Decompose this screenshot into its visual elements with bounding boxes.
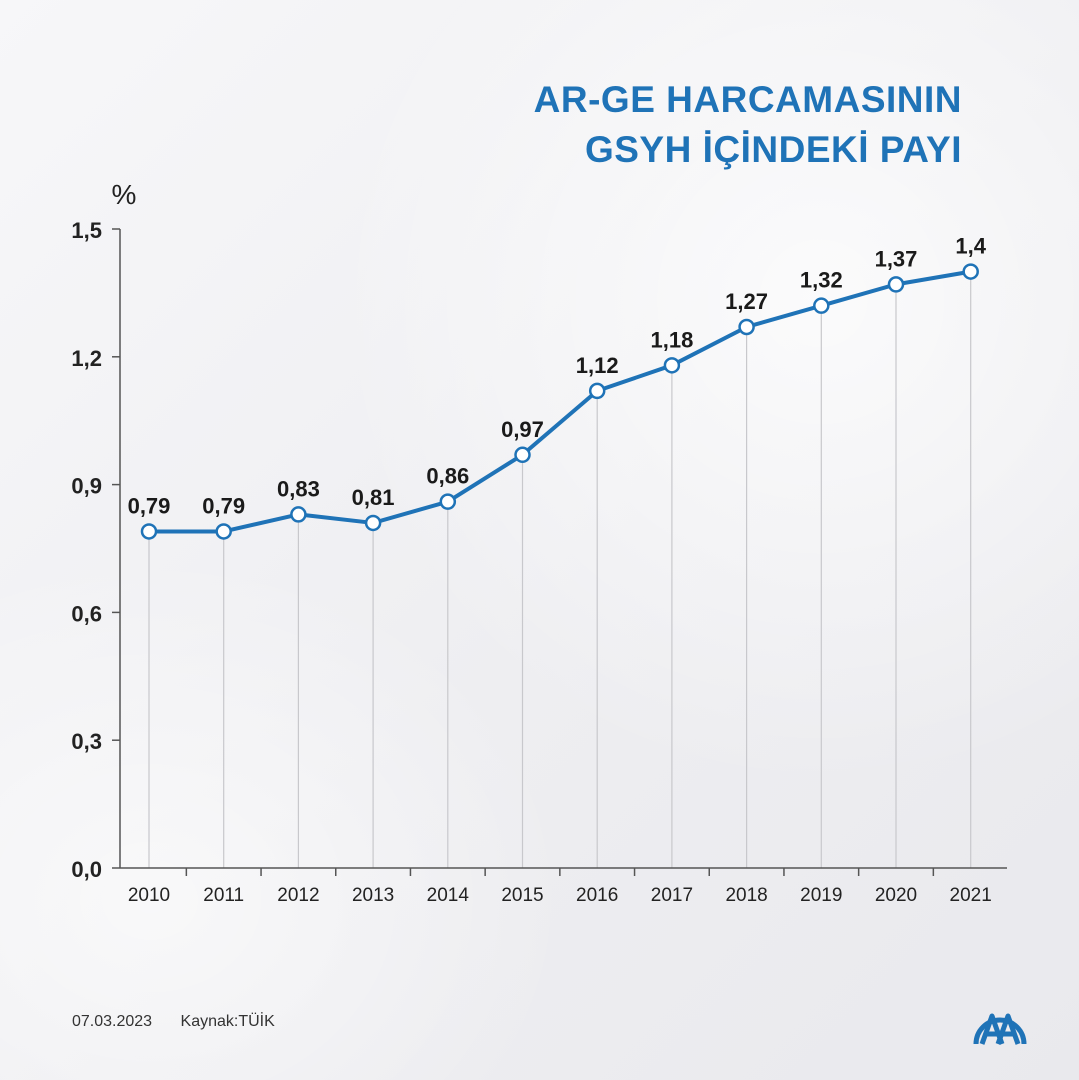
data-label: 0,81: [352, 485, 395, 510]
data-label: 1,27: [725, 289, 768, 314]
aa-logo-icon: [973, 1013, 1027, 1045]
data-point: [364, 514, 382, 532]
data-labels: 0,79 0,79 0,83 0,81 0,86 0,97 1,12 1,18 1,27 1,32…: [128, 234, 987, 519]
data-label: 1,32: [800, 268, 843, 293]
data-point: [290, 506, 307, 523]
data-point: [215, 523, 232, 540]
y-tick-label: 0,3: [71, 729, 102, 754]
y-tick-label: 1,5: [71, 218, 102, 243]
x-tick-label: 2010: [128, 885, 170, 906]
y-tick-label: 1,2: [71, 346, 102, 371]
x-tick-label: 2018: [725, 885, 767, 906]
data-point: [439, 493, 457, 510]
drop-lines: [148, 271, 972, 868]
x-tick-label: 2012: [277, 885, 319, 906]
x-tick-label: 2016: [576, 885, 618, 906]
y-tick-label: 0,6: [71, 601, 102, 626]
footer: 07.03.2023 Kaynak:TÜİK: [72, 1013, 299, 1031]
data-label: 0,86: [426, 464, 469, 489]
y-axis-unit-label: %: [112, 179, 137, 210]
data-label: 1,18: [650, 327, 693, 352]
data-label: 0,79: [202, 493, 245, 518]
data-label: 0,79: [128, 493, 171, 518]
x-tick-label: 2021: [950, 885, 992, 906]
data-point: [663, 357, 681, 374]
x-ticks: 2010 2011 2012 2013 2014 2015 2016 2017 2018 2019…: [128, 868, 992, 906]
data-point: [140, 523, 158, 540]
x-tick-label: 2013: [352, 885, 394, 906]
x-tick-label: 2011: [203, 885, 244, 906]
data-point: [887, 276, 905, 293]
logo-arc: [973, 1017, 1027, 1045]
data-label: 1,4: [955, 234, 986, 259]
x-tick-label: 2020: [875, 885, 917, 906]
chart-title: AR-GE HARCAMASININ GSYH İÇİNDEKİ PAYI: [534, 75, 962, 175]
data-label: 0,97: [501, 417, 544, 442]
axes: [119, 229, 1007, 869]
series-line: [149, 269, 972, 534]
y-ticks: 0,0 0,3 0,6 0,9 1,2 1,5: [71, 218, 120, 882]
data-label: 1,12: [576, 353, 619, 378]
data-point: [962, 263, 979, 280]
footer-source: Kaynak:TÜİK: [180, 1013, 275, 1030]
y-tick-label: 0,0: [71, 857, 102, 882]
logo-letter-a-2: [995, 1013, 1021, 1045]
title-line-1: AR-GE HARCAMASININ: [533, 79, 962, 120]
y-tick-label: 0,9: [71, 474, 102, 499]
markers: [140, 263, 979, 540]
data-point: [738, 318, 755, 336]
logo-letter-a-1: [979, 1013, 1005, 1045]
data-point: [514, 446, 531, 464]
data-label: 0,83: [277, 476, 320, 501]
data-label: 1,37: [875, 246, 918, 271]
footer-date: 07.03.2023: [72, 1013, 153, 1030]
data-point: [588, 382, 606, 400]
data-point: [813, 297, 830, 314]
x-tick-label: 2019: [800, 885, 842, 906]
x-tick-label: 2015: [501, 885, 543, 906]
title-line-2: GSYH İÇİNDEKİ PAYI: [584, 129, 962, 170]
x-tick-label: 2017: [651, 885, 693, 906]
x-tick-label: 2014: [427, 885, 470, 906]
